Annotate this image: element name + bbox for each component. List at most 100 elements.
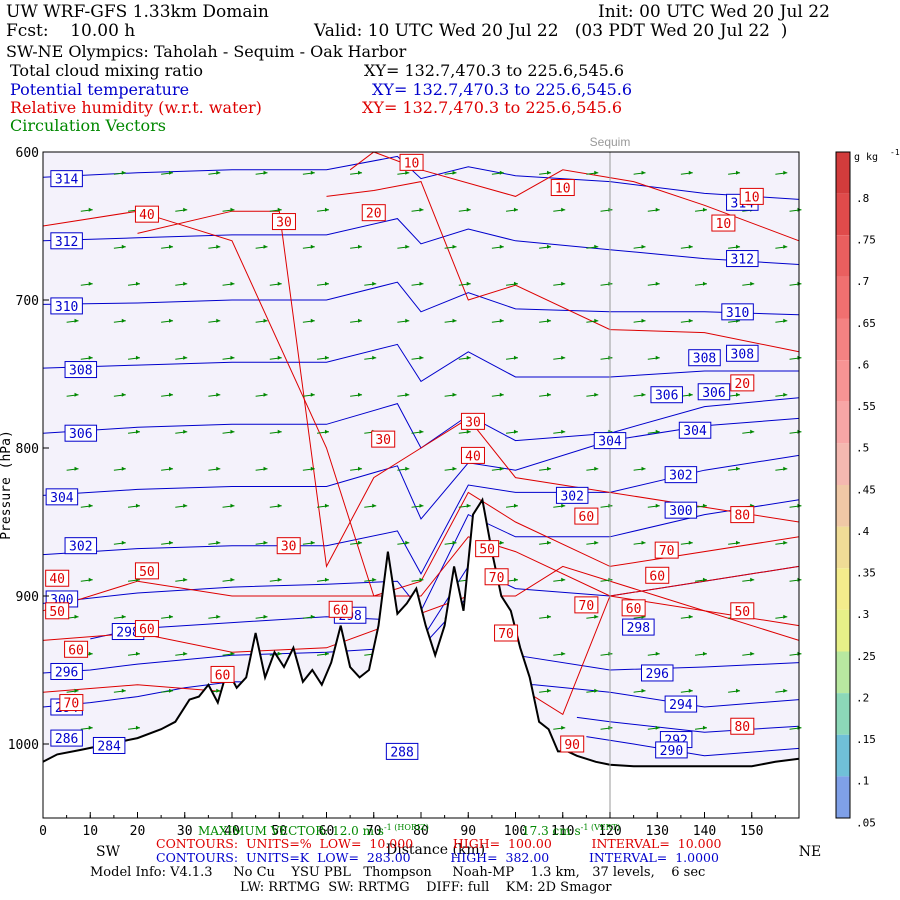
- circulation-vector-head: [561, 207, 566, 212]
- theta-label-290: 290: [660, 744, 683, 759]
- circulation-vector-head: [74, 392, 79, 397]
- model-title: UW WRF-GFS 1.33km Domain: [6, 2, 269, 22]
- circulation-vector-head: [372, 281, 377, 286]
- theta-contour-310: [42, 281, 800, 316]
- x-tick-label: 110: [551, 824, 574, 839]
- circulation-vector-head: [169, 244, 174, 249]
- colorbar-swatch: [836, 526, 850, 569]
- field-theta-xy: XY= 132.7,470.3 to 225.6,545.6: [372, 80, 633, 99]
- theta-label-306: 306: [69, 427, 92, 442]
- circulation-vector-head: [452, 392, 457, 397]
- x-tick-label: 130: [646, 824, 669, 839]
- colorbar-unit-exp: -1: [890, 148, 900, 157]
- colorbar-label: .15: [856, 733, 876, 746]
- rh-label-10-box: [399, 153, 424, 171]
- circulation-vector-head: [405, 540, 410, 545]
- circulation-vector-head: [655, 207, 660, 212]
- x-tick-label: 30: [177, 824, 193, 839]
- circulation-vector-head: [783, 170, 788, 175]
- theta-label-308-box: [726, 344, 759, 362]
- circulation-vector-head: [88, 503, 93, 508]
- direction-right: NE: [799, 844, 821, 860]
- x-tick-label: 50: [271, 824, 287, 839]
- circulation-vector-head: [641, 392, 646, 397]
- rh-label-60-box: [64, 640, 89, 658]
- circulation-vector-head: [121, 614, 126, 619]
- circulation-vector-head: [183, 503, 188, 508]
- rh-label-30: 30: [375, 433, 391, 448]
- theta-label-286: 286: [55, 732, 78, 747]
- theta-label-288: 288: [390, 745, 413, 760]
- rh-label-40-box: [134, 205, 159, 223]
- colorbar-frame: [835, 151, 851, 819]
- theta-label-302-box: [64, 537, 98, 555]
- theta-label-308: 308: [693, 352, 716, 367]
- circulation-vector-head: [358, 540, 363, 545]
- theta-label-298: 298: [116, 626, 139, 641]
- forecast-hour: Fcst: 10.00 h: [6, 21, 136, 41]
- circulation-vector-head: [783, 392, 788, 397]
- circulation-vector-head: [121, 466, 126, 471]
- theta-label-310: 310: [726, 306, 749, 321]
- circulation-vector-head: [135, 355, 140, 360]
- rh-label-60-box: [574, 507, 599, 525]
- init-time: Init: 00 UTC Wed 20 Jul 22: [598, 2, 830, 22]
- circulation-vector-head: [655, 651, 660, 656]
- x-tick-label: 100: [504, 824, 527, 839]
- circulation-vector-head: [419, 281, 424, 286]
- direction-left: SW: [96, 844, 121, 860]
- circulation-vector-head: [783, 614, 788, 619]
- colorbar-swatch: [836, 318, 850, 361]
- circulation-vector-head: [169, 540, 174, 545]
- circulation-vector-head: [88, 355, 93, 360]
- rh-label-70-box: [654, 541, 679, 559]
- circulation-vector-head: [405, 392, 410, 397]
- rh-label-30: 30: [276, 216, 292, 231]
- circulation-vector-head: [135, 429, 140, 434]
- rh-label-50-box: [730, 602, 755, 620]
- colorbar-label: .05: [856, 816, 876, 829]
- circulation-vector-head: [736, 466, 741, 471]
- circulation-vector-head: [324, 355, 329, 360]
- rh-label-60-box: [328, 600, 353, 618]
- rh-label-40: 40: [139, 208, 155, 223]
- circulation-vector-head: [547, 466, 552, 471]
- circulation-vector-head: [499, 318, 504, 323]
- rh-label-40-box: [460, 446, 485, 464]
- circulation-vector-head: [310, 614, 315, 619]
- circulation-vector-head: [688, 688, 693, 693]
- field-rh-xy: XY= 132.7,470.3 to 225.6,545.6: [362, 98, 623, 117]
- theta-label-304: 304: [50, 491, 74, 506]
- rh-label-20-box: [730, 374, 755, 392]
- theta-label-310-box: [50, 297, 83, 315]
- circulation-vector-head: [372, 355, 377, 360]
- circulation-vector-head: [216, 614, 221, 619]
- circulation-vector-head: [452, 244, 457, 249]
- colorbar-swatch: [836, 443, 850, 485]
- circulation-vector-head: [88, 651, 93, 656]
- theta-label-284: 284: [97, 739, 121, 754]
- circulation-vector-head: [263, 244, 268, 249]
- colorbar-swatch: [836, 609, 850, 652]
- rh-label-70: 70: [64, 697, 80, 712]
- theta-label-306-box: [650, 386, 683, 404]
- theta-contour-312: [42, 218, 800, 265]
- circulation-vector-head: [358, 318, 363, 323]
- colorbar-label: .75: [856, 234, 876, 247]
- field-rh-name: Relative humidity (w.r.t. water): [10, 98, 262, 117]
- circulation-vector-head: [263, 466, 268, 471]
- circulation-vector-head: [702, 281, 707, 286]
- theta-label-298: 298: [627, 621, 650, 636]
- circulation-vector-head: [783, 244, 788, 249]
- theta-label-314-box: [50, 170, 83, 188]
- circulation-vector-head: [499, 540, 504, 545]
- circulation-vector-head: [88, 207, 93, 212]
- cross-section-name: SW-NE Olympics: Taholah - Sequim - Oak H…: [6, 42, 407, 61]
- circulation-vector-head: [324, 207, 329, 212]
- circulation-vector-head: [419, 207, 424, 212]
- circulation-vector-head: [74, 318, 79, 323]
- theta-label-302: 302: [69, 540, 92, 555]
- circulation-vector-head: [230, 429, 235, 434]
- circulation-vector-head: [183, 651, 188, 656]
- rh-label-70: 70: [489, 571, 505, 586]
